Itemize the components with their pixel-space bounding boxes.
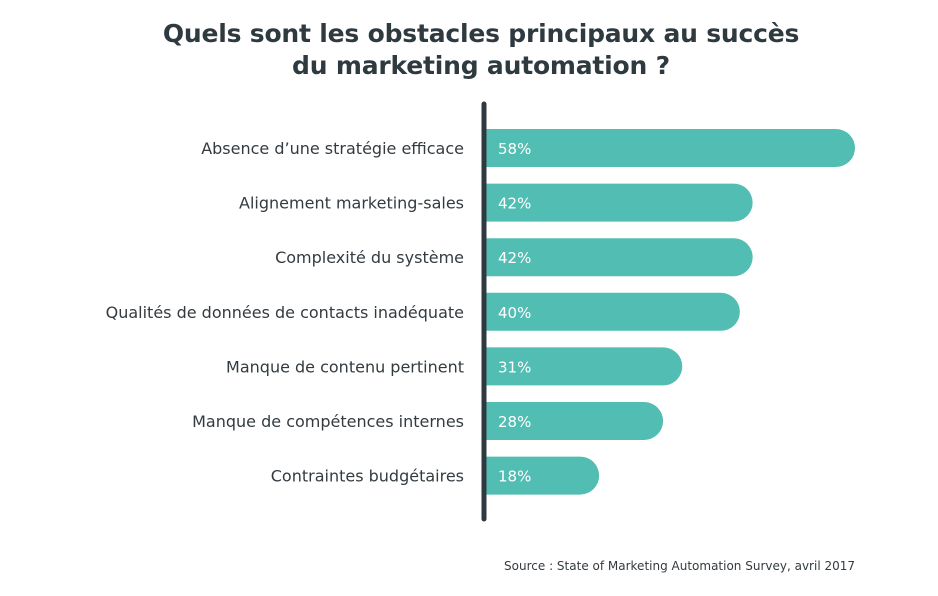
category-label: Qualités de données de contacts inadéqua… <box>106 303 464 322</box>
category-label: Contraintes budgétaires <box>271 467 464 486</box>
bar <box>484 402 664 440</box>
category-label: Absence d’une stratégie efficace <box>201 139 464 158</box>
bar-value-label: 58% <box>498 140 531 158</box>
category-label: Manque de contenu pertinent <box>226 357 464 376</box>
source-note: Source : State of Marketing Automation S… <box>504 559 855 573</box>
category-label: Manque de compétences internes <box>192 412 464 431</box>
chart-title-line-1: Quels sont les obstacles principaux au s… <box>162 19 800 48</box>
bar-value-label: 18% <box>498 468 531 486</box>
bar <box>484 238 753 277</box>
chart-title: Quels sont les obstacles principaux au s… <box>0 18 938 82</box>
bar <box>484 347 683 386</box>
bar-value-label: 31% <box>498 358 531 376</box>
bars-group: 58% 42% 42% 40% 31% 28% 18% <box>484 129 855 495</box>
bar-value-label: 42% <box>498 195 531 213</box>
category-label: Complexité du système <box>275 248 464 267</box>
category-labels-group: Absence d’une stratégie efficace Aligneme… <box>106 139 464 486</box>
bar-value-label: 42% <box>498 249 531 267</box>
bar-value-label: 40% <box>498 304 531 322</box>
bar <box>484 183 753 222</box>
bar-value-label: 28% <box>498 413 531 431</box>
chart-title-line-2: du marketing automation ? <box>292 51 670 80</box>
bar <box>484 129 855 167</box>
bar <box>484 292 740 331</box>
category-label: Alignement marketing-sales <box>239 194 464 213</box>
bar <box>484 456 600 495</box>
